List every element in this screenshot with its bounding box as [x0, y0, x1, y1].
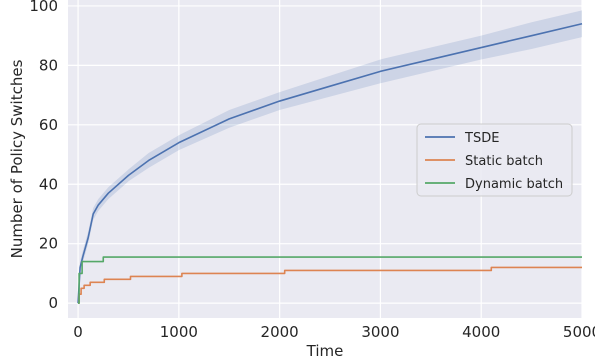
y-tick-label: 60 — [39, 116, 58, 134]
y-tick-label: 100 — [29, 0, 58, 15]
legend: TSDE Static batch Dynamic batch — [416, 123, 573, 197]
confidence-bands — [78, 10, 582, 304]
x-tick-label: 4000 — [462, 323, 500, 341]
y-tick-label: 80 — [39, 56, 58, 74]
series-line — [77, 23, 583, 304]
legend-label: Dynamic batch — [465, 177, 563, 192]
legend-label: TSDE — [464, 131, 499, 146]
legend-label: Static batch — [465, 154, 543, 169]
x-tick-label: 0 — [73, 323, 83, 341]
x-tick-label: 2000 — [261, 323, 299, 341]
y-tick-label: 20 — [39, 235, 58, 253]
series-lines — [77, 23, 583, 304]
x-tick-label: 3000 — [361, 323, 399, 341]
confidence-band — [78, 10, 582, 304]
series-line — [78, 256, 582, 304]
x-axis-label: Time — [306, 342, 344, 360]
legend-box — [416, 123, 573, 197]
y-tick-label: 40 — [39, 175, 58, 193]
x-tick-label: 1000 — [160, 323, 198, 341]
y-tick-label: 0 — [48, 294, 58, 312]
series-line — [78, 266, 582, 304]
y-axis-label: Number of Policy Switches — [8, 59, 26, 258]
y-tick-labels: 0 20 40 60 80 100 — [29, 0, 58, 312]
